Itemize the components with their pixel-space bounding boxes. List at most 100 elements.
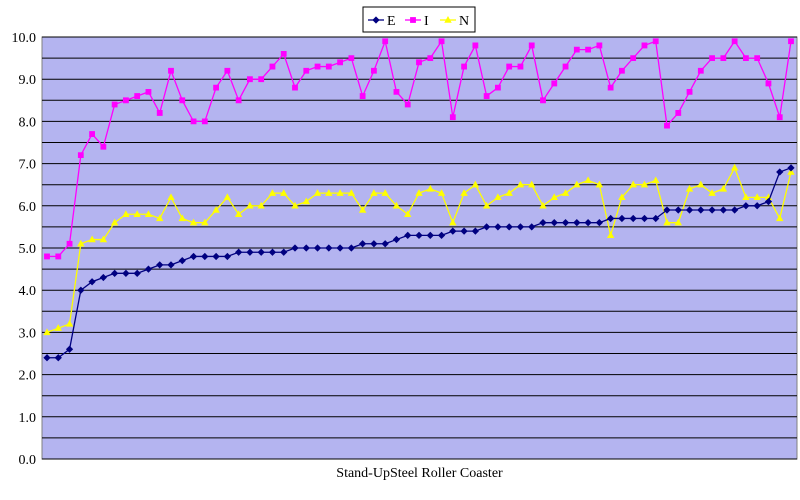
- data-point-n: [189, 218, 198, 226]
- data-point-e: [370, 240, 378, 248]
- data-point-e: [483, 223, 491, 231]
- data-point-i: [551, 80, 558, 87]
- y-tick-label: 1.0: [19, 411, 37, 426]
- data-point-e: [505, 223, 513, 231]
- data-point-e: [336, 244, 344, 252]
- data-point-e: [629, 214, 637, 223]
- data-point-i: [404, 101, 411, 108]
- data-point-n: [347, 189, 356, 196]
- data-point-e: [65, 345, 74, 353]
- data-point-i: [382, 38, 389, 45]
- data-point-i: [495, 84, 501, 91]
- data-point-e: [561, 219, 570, 227]
- data-point-n: [618, 193, 626, 201]
- data-point-e: [347, 244, 355, 252]
- data-point-i: [731, 38, 738, 45]
- data-point-e: [607, 214, 615, 223]
- data-point-n: [268, 189, 277, 196]
- data-point-e: [742, 202, 750, 210]
- series-i: [44, 38, 794, 260]
- data-point-i: [562, 63, 569, 70]
- data-point-n: [606, 231, 615, 239]
- data-point-n: [43, 328, 51, 336]
- data-point-i: [619, 67, 625, 74]
- gridlines: [42, 36, 797, 460]
- legend-item-i: I: [405, 14, 429, 29]
- data-point-i: [664, 122, 670, 129]
- data-point-n: [776, 214, 784, 222]
- data-point-e: [516, 223, 525, 231]
- data-point-e: [291, 244, 299, 252]
- data-point-i: [709, 55, 715, 61]
- legend-item-n: N: [440, 14, 469, 29]
- data-point-i: [641, 42, 648, 49]
- data-point-i: [585, 46, 591, 53]
- data-point-e: [167, 261, 175, 269]
- data-point-i: [123, 97, 129, 104]
- y-tick-label: 8.0: [19, 115, 37, 130]
- data-point-n: [246, 201, 254, 209]
- data-point-n: [787, 168, 795, 175]
- data-point-i: [89, 131, 95, 137]
- data-point-i: [247, 76, 253, 83]
- data-point-n: [516, 180, 525, 188]
- data-point-e: [719, 206, 727, 214]
- data-point-e: [415, 231, 423, 239]
- data-point-e: [212, 252, 220, 261]
- y-tick-label: 5.0: [19, 242, 37, 257]
- data-point-e: [595, 219, 603, 227]
- y-tick-label: 10.0: [12, 31, 37, 46]
- data-point-n: [595, 180, 604, 188]
- data-point-n: [449, 218, 457, 226]
- data-point-i: [100, 143, 107, 150]
- data-point-n: [753, 193, 761, 201]
- data-point-i: [168, 67, 174, 74]
- data-point-i: [427, 55, 434, 61]
- data-point-e: [122, 269, 130, 277]
- data-point-n: [178, 214, 186, 222]
- data-point-e: [584, 219, 592, 227]
- data-point-n: [336, 189, 344, 196]
- data-point-e: [392, 235, 401, 244]
- data-point-e: [223, 252, 231, 261]
- data-point-n: [708, 189, 716, 196]
- data-point-i: [416, 59, 422, 66]
- data-point-i: [449, 114, 456, 121]
- data-point-i: [540, 97, 546, 104]
- data-series: [43, 38, 795, 362]
- data-point-i: [111, 101, 118, 108]
- data-point-e: [685, 206, 694, 214]
- data-point-n: [482, 201, 491, 209]
- data-point-i: [303, 67, 310, 74]
- y-axis-ticks: 0.0 1.0 2.0 3.0 4.0 5.0 6.0 7.0 8.0 9.0 10.0: [12, 31, 37, 468]
- x-axis-title: Stand-UpSteel Roller Coaster: [336, 466, 503, 481]
- data-point-e: [573, 219, 581, 227]
- data-point-e: [652, 214, 660, 223]
- data-point-e: [787, 164, 795, 172]
- data-point-i: [393, 88, 400, 95]
- data-point-i: [134, 93, 141, 99]
- data-point-n: [550, 193, 558, 201]
- data-point-n: [358, 205, 367, 213]
- data-point-i: [652, 38, 659, 45]
- data-point-e: [111, 269, 119, 277]
- data-point-n: [719, 184, 728, 192]
- data-point-n: [426, 184, 434, 192]
- data-point-n: [584, 176, 592, 184]
- data-point-n: [663, 218, 671, 226]
- data-point-n: [471, 180, 480, 188]
- data-point-i: [190, 118, 197, 125]
- data-point-e: [178, 257, 186, 265]
- data-point-e: [257, 248, 265, 256]
- data-point-e: [753, 202, 761, 210]
- data-point-n: [110, 218, 119, 226]
- data-point-n: [573, 180, 581, 188]
- data-point-e: [460, 227, 468, 235]
- data-point-n: [730, 163, 739, 171]
- data-point-n: [415, 189, 423, 196]
- y-tick-label: 6.0: [19, 200, 37, 215]
- data-point-e: [550, 219, 558, 227]
- y-tick-label: 7.0: [19, 158, 37, 173]
